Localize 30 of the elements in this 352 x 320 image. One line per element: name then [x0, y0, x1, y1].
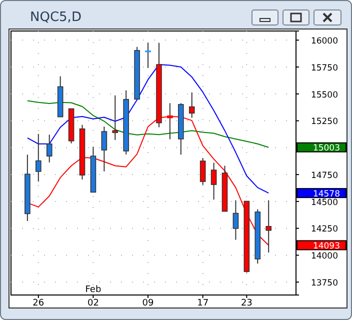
x-tick-label: 09	[142, 298, 154, 308]
x-tick-label: 26	[32, 298, 44, 308]
y-tick-label: 15250	[310, 117, 338, 128]
y-tick-label: 14750	[310, 170, 338, 181]
x-tick-label: 17	[197, 298, 209, 308]
candlestick	[145, 42, 151, 68]
x-tick-label: 02	[87, 298, 99, 308]
annotation: Feb	[85, 285, 102, 295]
candlestick	[188, 92, 195, 118]
y-tick-label: 15750	[310, 63, 338, 74]
y-tick-label: 14500	[310, 198, 338, 208]
candlestick	[232, 200, 239, 240]
y-tick-label: 16000	[310, 36, 338, 47]
candlestick	[210, 162, 217, 200]
candlestick	[46, 134, 52, 163]
text: 14093	[312, 241, 340, 252]
y-tick-label: 14250	[310, 224, 338, 235]
y-tick-label: 13750	[310, 278, 338, 288]
chart-title: NQC5,D	[30, 10, 82, 25]
candlestick	[101, 126, 108, 172]
y-tick-label: 15500	[310, 90, 338, 100]
line-series	[26, 100, 270, 148]
candlestick	[200, 158, 206, 186]
y-tick-label: 14000	[310, 252, 338, 262]
text: 14578	[312, 189, 340, 200]
candlestick	[36, 133, 42, 182]
line-series	[26, 64, 270, 194]
text: 15003	[312, 144, 340, 154]
candlestick	[112, 94, 118, 140]
x-tick-label: 23	[240, 298, 252, 308]
